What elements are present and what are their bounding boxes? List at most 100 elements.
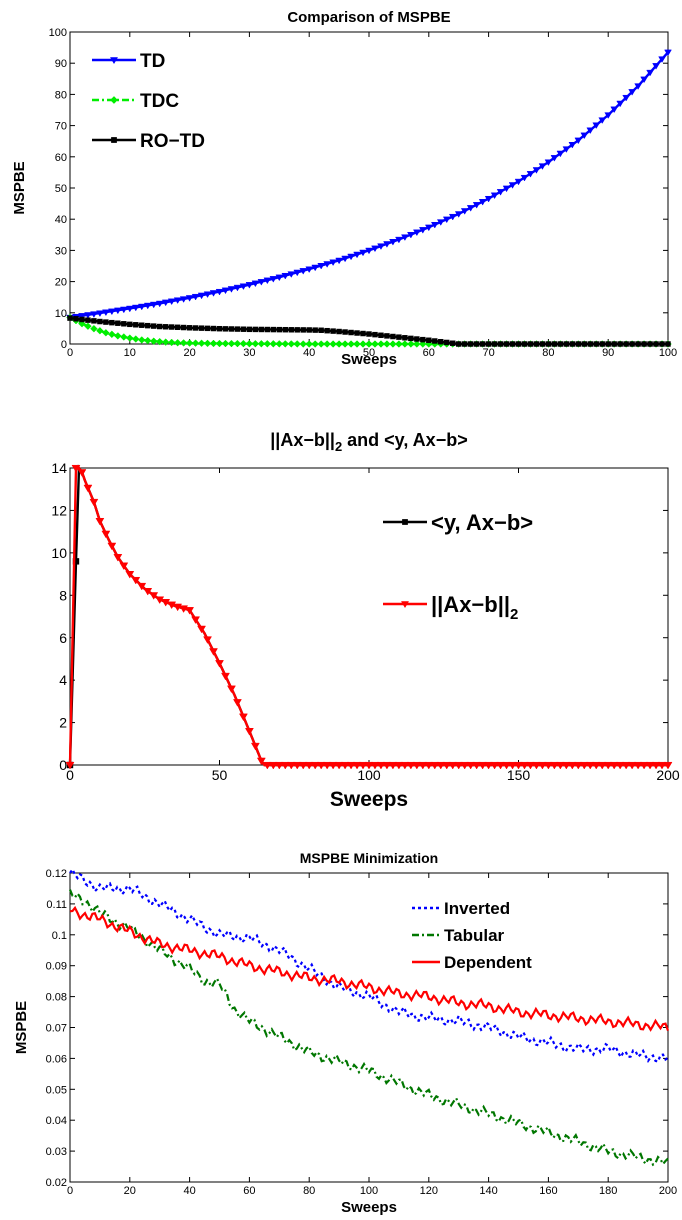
data-point	[191, 293, 200, 301]
x-tick-label: 60	[243, 1185, 255, 1197]
data-point	[448, 761, 458, 770]
data-point	[155, 300, 164, 308]
plot-frame	[69, 31, 669, 345]
legend-label-text: Dependent	[444, 953, 532, 972]
data-point	[262, 761, 272, 770]
data-point	[269, 276, 278, 283]
data-point	[647, 341, 653, 347]
data-point	[563, 341, 570, 347]
data-point	[396, 334, 402, 340]
y-tick-label: 0	[61, 339, 67, 351]
x-tick-label: 50	[212, 767, 228, 783]
y-tick-label: 60	[55, 152, 67, 164]
x-tick-label: 150	[507, 767, 531, 783]
data-point	[96, 326, 104, 335]
data-point	[282, 326, 288, 333]
data-point	[245, 282, 254, 289]
data-point	[402, 335, 408, 341]
data-point	[197, 339, 206, 348]
data-point	[209, 648, 218, 656]
data-point	[324, 327, 330, 334]
series-3	[69, 905, 670, 1032]
data-point	[167, 338, 176, 347]
data-point	[442, 761, 452, 770]
data-point	[514, 178, 523, 186]
data-point	[382, 761, 392, 770]
data-point	[78, 319, 86, 328]
data-point	[383, 340, 391, 348]
data-point	[114, 332, 122, 340]
data-point	[370, 761, 380, 770]
chart-2: ||Ax−b||2 and <y, Ax−b>0 50 100 150 20002468…	[51, 430, 679, 811]
data-point	[137, 303, 146, 311]
x-tick-label: 80	[303, 1185, 315, 1197]
data-point	[629, 341, 635, 347]
data-point	[581, 341, 587, 347]
x-tick-label: 0	[67, 347, 73, 359]
y-tick-label: 70	[55, 121, 67, 133]
data-point	[209, 290, 218, 297]
data-point	[659, 341, 665, 347]
chart-title-subscript: 2	[335, 439, 342, 454]
data-point	[90, 311, 98, 318]
data-point	[336, 328, 342, 335]
data-point	[203, 636, 212, 644]
data-point	[244, 728, 254, 736]
data-point	[557, 341, 564, 347]
data-point	[198, 325, 205, 331]
x-axis-label: Sweeps	[330, 788, 408, 811]
data-point	[418, 227, 427, 234]
data-point	[85, 317, 91, 323]
data-point	[491, 341, 498, 347]
data-point	[191, 616, 201, 624]
data-point	[305, 340, 313, 348]
data-point	[658, 56, 666, 63]
data-point	[472, 761, 482, 770]
data-point	[264, 326, 271, 333]
data-point	[551, 341, 558, 347]
data-point	[328, 761, 338, 770]
data-point	[111, 137, 117, 143]
data-point	[496, 761, 505, 770]
data-point	[388, 761, 398, 770]
data-point	[155, 337, 164, 346]
x-tick-label: 30	[243, 347, 255, 359]
data-point	[109, 57, 119, 65]
data-point	[310, 761, 320, 770]
data-point	[555, 761, 565, 770]
data-point	[384, 333, 390, 339]
data-point	[318, 327, 324, 333]
series-2	[68, 889, 669, 1167]
data-point	[406, 761, 416, 770]
chart-title-main: ||Ax−b||	[270, 430, 335, 450]
data-point	[270, 326, 277, 333]
data-point	[143, 587, 153, 596]
data-point	[485, 341, 492, 347]
legend-label: Tabular	[444, 926, 505, 945]
data-point	[408, 335, 414, 342]
data-point	[372, 331, 378, 338]
legend-label: <y, Ax−b>	[431, 510, 533, 535]
y-tick-label: 0	[59, 757, 67, 773]
chart-title-tail: and <y, Ax−b>	[342, 430, 468, 450]
data-point	[168, 324, 175, 330]
data-point	[83, 484, 93, 493]
data-point	[479, 341, 486, 347]
x-tick-label: 0	[67, 1185, 73, 1197]
series-1	[66, 464, 668, 769]
data-point	[72, 558, 80, 565]
data-point	[538, 163, 547, 170]
data-point	[197, 625, 206, 634]
data-point	[67, 315, 73, 321]
data-point	[121, 321, 127, 327]
data-point	[610, 106, 619, 114]
data-point	[603, 761, 613, 770]
data-point	[413, 229, 421, 237]
data-point	[466, 205, 475, 212]
data-point	[591, 761, 601, 770]
data-point	[287, 271, 296, 278]
data-point	[227, 286, 236, 293]
series-2	[65, 464, 673, 770]
data-point	[89, 498, 99, 507]
data-point	[472, 202, 481, 209]
